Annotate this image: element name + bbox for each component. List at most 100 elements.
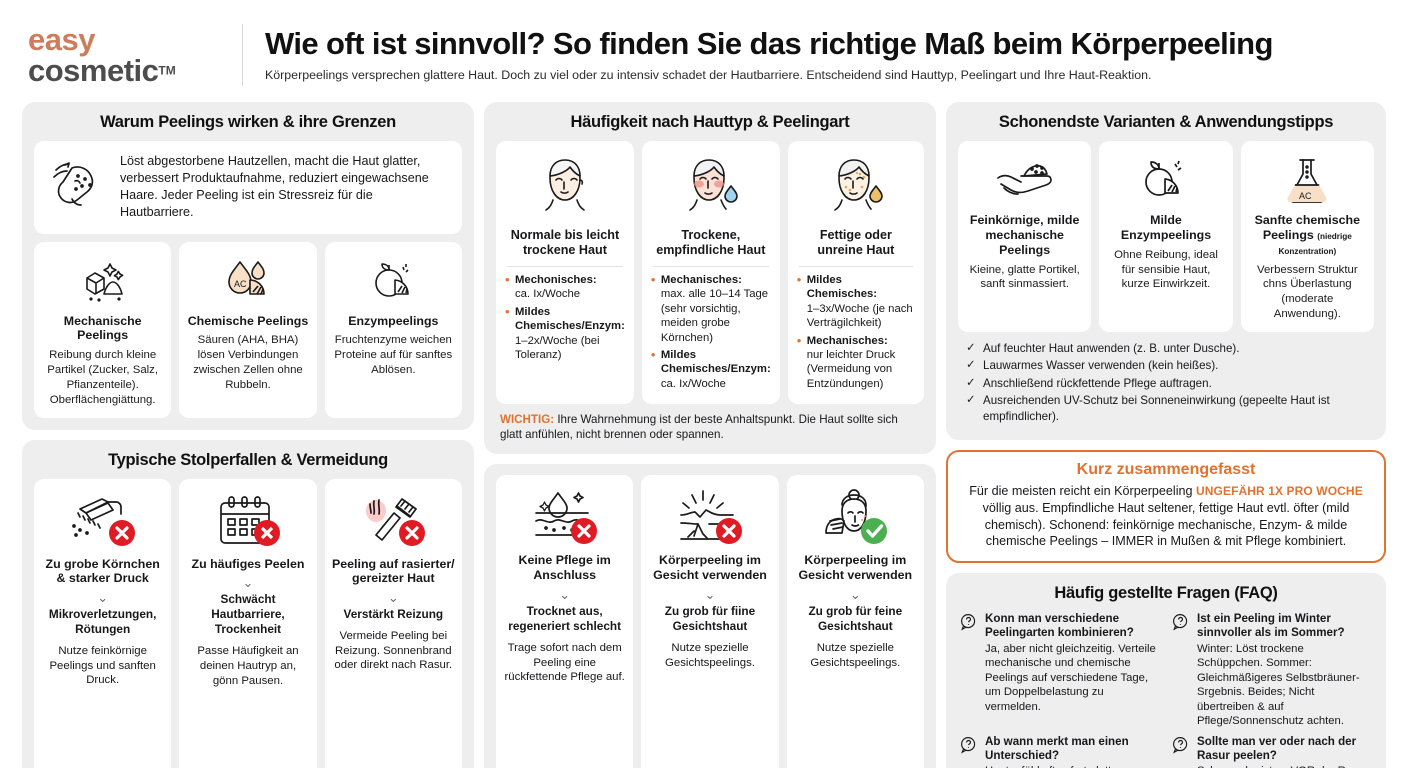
skin-type-card: Normale bis leicht trockene Haut Mechoni… [496,141,634,405]
skin-type-item: Mildes Chemisches:1–3x/Woche (je nach Ve… [797,272,915,331]
usage-consequence: Zu grob für fiine Gesichtshaut [664,604,756,634]
skin-type-title: Normale bis leicht trockene Haut [510,228,620,258]
skin-type-card: Trockene, empfindliche Haut Mechanisches… [641,141,780,405]
usage-fix: Nutze spezielle Gesichtspeelings. [810,642,901,669]
skin-type-items: Mechanisches:max. alle 10–14 Tage (sehr … [651,272,771,392]
brand-line-1: easy [28,22,95,57]
faq-question: Sollte man ver oder nach der Rasur peele… [1197,734,1357,762]
pitfall-card: Zu häufiges Peelen ⌄ Schwächt Hautbarrie… [179,478,317,768]
pitfall-fix: Passe Häufigkeit an deinen Hautryp an, g… [197,645,299,687]
pitfall-card: Zu grobe Körnchen & starker Druck ⌄ Mikr… [34,478,172,768]
summary-text-after: völlig aus. Empfindliche Haut seltener, … [982,500,1350,549]
gentle-card-title: Feinkörnige, milde mechanische Peelings [969,213,1080,257]
pitfalls-row: Zu grobe Körnchen & starker Druck ⌄ Mikr… [34,478,462,768]
summary-text: Für die meisten reicht ein Körperpeeling… [962,483,1370,550]
summary-text-before: Für die meisten reicht ein Körperpeeling [969,483,1197,498]
face-dry-icon [651,151,771,225]
pitfall-card: Peeling auf rasierter/ gereizter Haut ⌄ … [324,478,462,768]
gentle-card-title: Milde Enzympeelings [1120,213,1212,242]
panel-frequency-title: Häufigkeit nach Hauttyp & Peelingart [570,113,850,131]
peeling-type-card: Enzympeelings Fruchtenzyme weichen Prote… [324,241,462,418]
usage-fix: Nutze spezielle Gesichtspeelings. [665,642,755,669]
frequency-note-text: Ihre Wahrnehmung ist der beste Anhaltspu… [500,413,898,442]
sugar-cube-icon [75,252,131,310]
page-subtitle: Körperpeelings versprechen glattere Haut… [265,67,1152,82]
page-header: easy cosmeticTM Wie oft ist sinnvoll? So… [22,14,1386,96]
razor-icon [350,489,436,555]
question-bubble-icon [1172,736,1190,759]
application-tips-list: Auf feuchter Haut anwenden (z. B. unter … [958,341,1374,428]
face-apply-icon [812,485,898,551]
svg-text:AC: AC [1299,191,1312,201]
sponge-icon [48,158,110,217]
faq-item: Konn man verschiedene Peelingarten kombi… [960,612,1160,729]
divider [652,265,769,267]
header-divider [242,24,243,86]
panel-frequency: Häufigkeit nach Hauttyp & Peelingart [484,102,936,455]
brand-logo: easy cosmeticTM [28,24,238,86]
skin-types-row: Normale bis leicht trockene Haut Mechoni… [496,141,924,405]
panel-why-title: Warum Peelings wirken & ihre Grenzen [100,113,396,131]
panel-why-peelings: Warum Peelings wirken & ihre Grenzen Lös… [22,102,474,430]
usage-card: Körperpeeling im Gesicht verwenden ⌄ Zu … [786,475,924,768]
usage-title: Körperpeeling im Gesicht verwenden [653,553,767,583]
divider [507,265,623,267]
peeling-type-title: Chemische Peelings [187,313,309,328]
faq-item: Ab wann merkt man einen Unterschied? Hou… [960,735,1160,768]
pitfall-consequence: Schwächt Hautbarriere, Trockenheit [211,592,285,637]
face-normal-icon [505,151,625,225]
column-middle: Häufigkeit nach Hauttyp & Peelingart [484,102,936,768]
skin-type-item: Mechanisches:nur leichter Druck (Vermeid… [797,333,915,392]
frequency-note-label: WICHTIG: [500,413,555,427]
summary-box: Kurz zusammengefasst Für die meisten rei… [946,449,1386,564]
faq-grid: Konn man verschiedene Peelingarten kombi… [958,612,1374,768]
face-oily-icon [797,151,915,225]
gentle-card-desc: Kieine, glatte Portikel, sanft sinmassie… [969,263,1080,291]
divider [798,265,913,267]
question-bubble-icon [960,613,978,636]
column-left: Warum Peelings wirken & ihre Grenzen Lös… [22,102,474,768]
why-intro-card: Löst abgestorbene Hautzellen, macht die … [34,141,462,234]
skin-type-items: Mildes Chemisches:1–3x/Woche (je nach Ve… [797,272,915,392]
cracked-skin-icon [667,485,753,551]
panel-pitfalls: Typische Stolperfallen & Vermeidung [22,439,474,768]
why-intro-text: Löst abgestorbene Hautzellen, macht die … [120,154,429,220]
pitfall-fix: Nutze feinkörnige Peelings und sanften D… [49,645,156,687]
skin-layer-icon [522,485,608,551]
tip-item: Anschließend rückfettende Pflege auftrag… [966,376,1368,392]
question-bubble-icon [1172,613,1190,636]
usage-title: Körperpeeling im Gesicht verwenden [798,553,913,583]
peeling-type-desc: Fruchtenzyme weichen Proteine auf für sa… [334,334,453,377]
skin-type-items: Mechonisches:ca. Ix/Woche Mildes Chemisc… [505,272,625,363]
pitfall-title: Zu grobe Körnchen & starker Druck [45,556,160,586]
tip-item: Lauwarmes Wasser verwenden (kein heißes)… [966,358,1368,374]
usage-title: Keine Pflege im Anschluss [518,553,611,583]
chevron-down-icon: ⌄ [97,590,109,606]
chevron-down-icon: ⌄ [387,590,399,606]
gentle-card-desc: Ohne Reibung, ideal für sensibie Haut, k… [1114,248,1218,291]
panel-usage-mistakes: Keine Pflege im Anschluss ⌄ Trocknet aus… [484,464,936,768]
tip-item: Ausreichenden UV-Schutz bei Sonneneinwir… [966,393,1368,424]
pitfall-title: Peeling auf rasierter/ gereizter Haut [332,556,455,586]
skin-type-item: Mildes Chemisches/Enzym:ca. Ix/Woche [651,347,771,391]
skin-type-card: Fettige oder unreine Haut Mildes Chemisc… [787,141,924,405]
skin-type-title: Trockene, empfindliche Haut [656,228,766,258]
gentle-card: Milde Enzympeelings Ohne Reibung, ideal … [1099,141,1233,332]
chevron-down-icon: ⌄ [849,587,861,603]
faq-question: Ist ein Peeling im Winter sinnvoller als… [1197,612,1345,640]
pitfall-consequence: Verstärkt Reizung [343,607,444,622]
question-bubble-icon [960,736,978,759]
panel-gentle-title: Schonendste Varianten & Anwendungstipps [998,113,1334,131]
page-title: Wie oft ist sinnvoll? So finden Sie das … [265,25,1273,61]
pitfall-consequence: Mikroverletzungen, Rötungen [48,607,157,637]
gentle-card: Feinkörnige, milde mechanische Peelings … [958,141,1092,332]
peeling-type-desc: Reibung durch kleine Partikel (Zucker, S… [47,349,159,406]
usage-card: Körperpeeling im Gesicht verwenden ⌄ Zu … [641,475,779,768]
skin-type-title: Fettige oder unreine Haut [817,228,895,258]
panel-faq: Häufig gestellte Fragen (FAQ) Konn man v… [946,573,1386,768]
peeling-types-row: Mechanische Peelings Reibung durch klein… [34,241,462,418]
peeling-type-title: Enzympeelings [348,313,439,328]
brush-icon [60,489,146,555]
usage-consequence: Trocknet aus, regeneriert schlecht [508,604,622,634]
faq-answer: Schonender ist es VOR der Rasur (entfern… [1197,764,1372,768]
